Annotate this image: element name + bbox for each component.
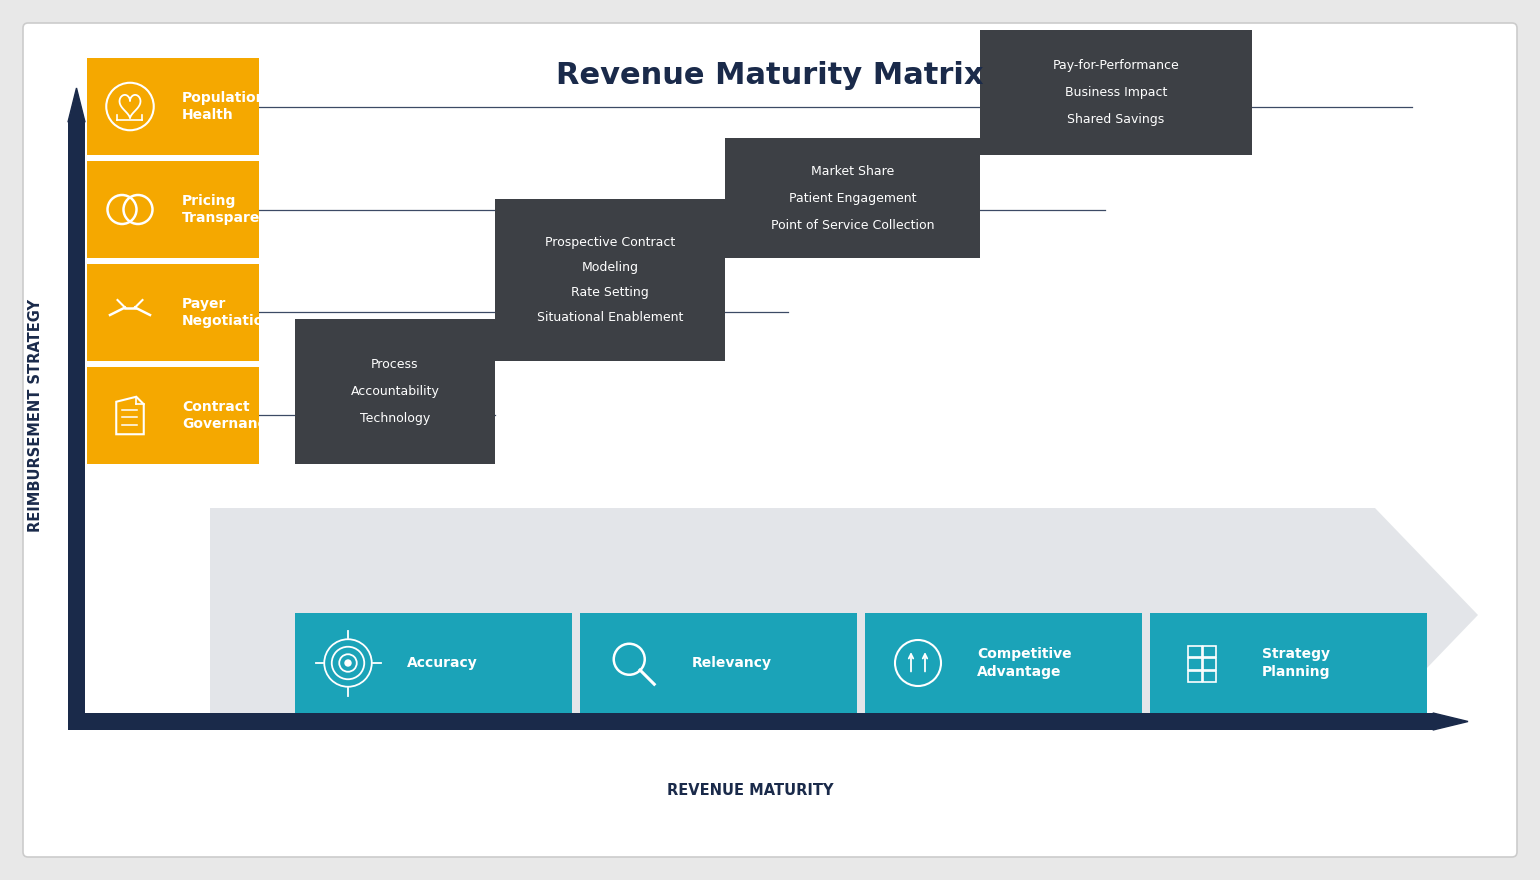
Text: Technology: Technology bbox=[360, 412, 430, 425]
Bar bbox=[1203, 646, 1217, 657]
Bar bbox=[1187, 646, 1201, 657]
Bar bbox=[296, 319, 494, 464]
Text: Pay-for-Performance: Pay-for-Performance bbox=[1053, 59, 1180, 72]
Bar bbox=[86, 264, 259, 361]
Bar bbox=[86, 367, 259, 464]
Bar bbox=[296, 613, 571, 713]
Text: Modeling: Modeling bbox=[582, 261, 639, 274]
Text: Shared Savings: Shared Savings bbox=[1067, 113, 1164, 126]
Circle shape bbox=[345, 660, 351, 666]
Text: Accountability: Accountability bbox=[351, 385, 439, 398]
Text: Pricing
Transparency: Pricing Transparency bbox=[182, 194, 288, 225]
Text: Market Share: Market Share bbox=[812, 165, 895, 178]
Text: Competitive
Advantage: Competitive Advantage bbox=[976, 647, 1072, 679]
Text: Rate Setting: Rate Setting bbox=[571, 286, 648, 299]
Text: REIMBURSEMENT STRATEGY: REIMBURSEMENT STRATEGY bbox=[29, 298, 43, 532]
Text: Patient Engagement: Patient Engagement bbox=[788, 192, 916, 204]
Bar bbox=[86, 58, 259, 155]
Bar bbox=[1203, 671, 1217, 682]
Text: Accuracy: Accuracy bbox=[407, 656, 477, 670]
Text: Payer
Negotiation: Payer Negotiation bbox=[182, 297, 274, 328]
Bar bbox=[581, 613, 856, 713]
Polygon shape bbox=[1434, 713, 1468, 730]
Polygon shape bbox=[68, 88, 85, 122]
Polygon shape bbox=[209, 508, 1478, 722]
Text: Situational Enablement: Situational Enablement bbox=[537, 311, 684, 324]
Text: Contract
Governance: Contract Governance bbox=[182, 400, 276, 431]
Bar bbox=[865, 613, 1143, 713]
Bar bbox=[1187, 671, 1201, 682]
Bar bbox=[86, 161, 259, 258]
FancyBboxPatch shape bbox=[23, 23, 1517, 857]
Text: Revenue Maturity Matrix: Revenue Maturity Matrix bbox=[556, 61, 984, 90]
Text: Relevancy: Relevancy bbox=[691, 656, 772, 670]
Bar bbox=[68, 122, 85, 722]
Bar bbox=[1203, 658, 1217, 670]
Bar bbox=[1150, 613, 1428, 713]
Text: Population
Health: Population Health bbox=[182, 91, 266, 122]
Text: Business Impact: Business Impact bbox=[1064, 86, 1167, 99]
Text: REVENUE MATURITY: REVENUE MATURITY bbox=[667, 782, 833, 797]
Text: Prospective Contract: Prospective Contract bbox=[545, 236, 675, 249]
Bar bbox=[68, 713, 1434, 730]
Text: Point of Service Collection: Point of Service Collection bbox=[770, 218, 935, 231]
Bar bbox=[725, 138, 979, 258]
Bar bbox=[979, 30, 1252, 155]
Text: Strategy
Planning: Strategy Planning bbox=[1261, 647, 1331, 679]
Bar bbox=[1187, 658, 1201, 670]
Bar bbox=[494, 199, 725, 361]
Text: Process: Process bbox=[371, 358, 419, 371]
